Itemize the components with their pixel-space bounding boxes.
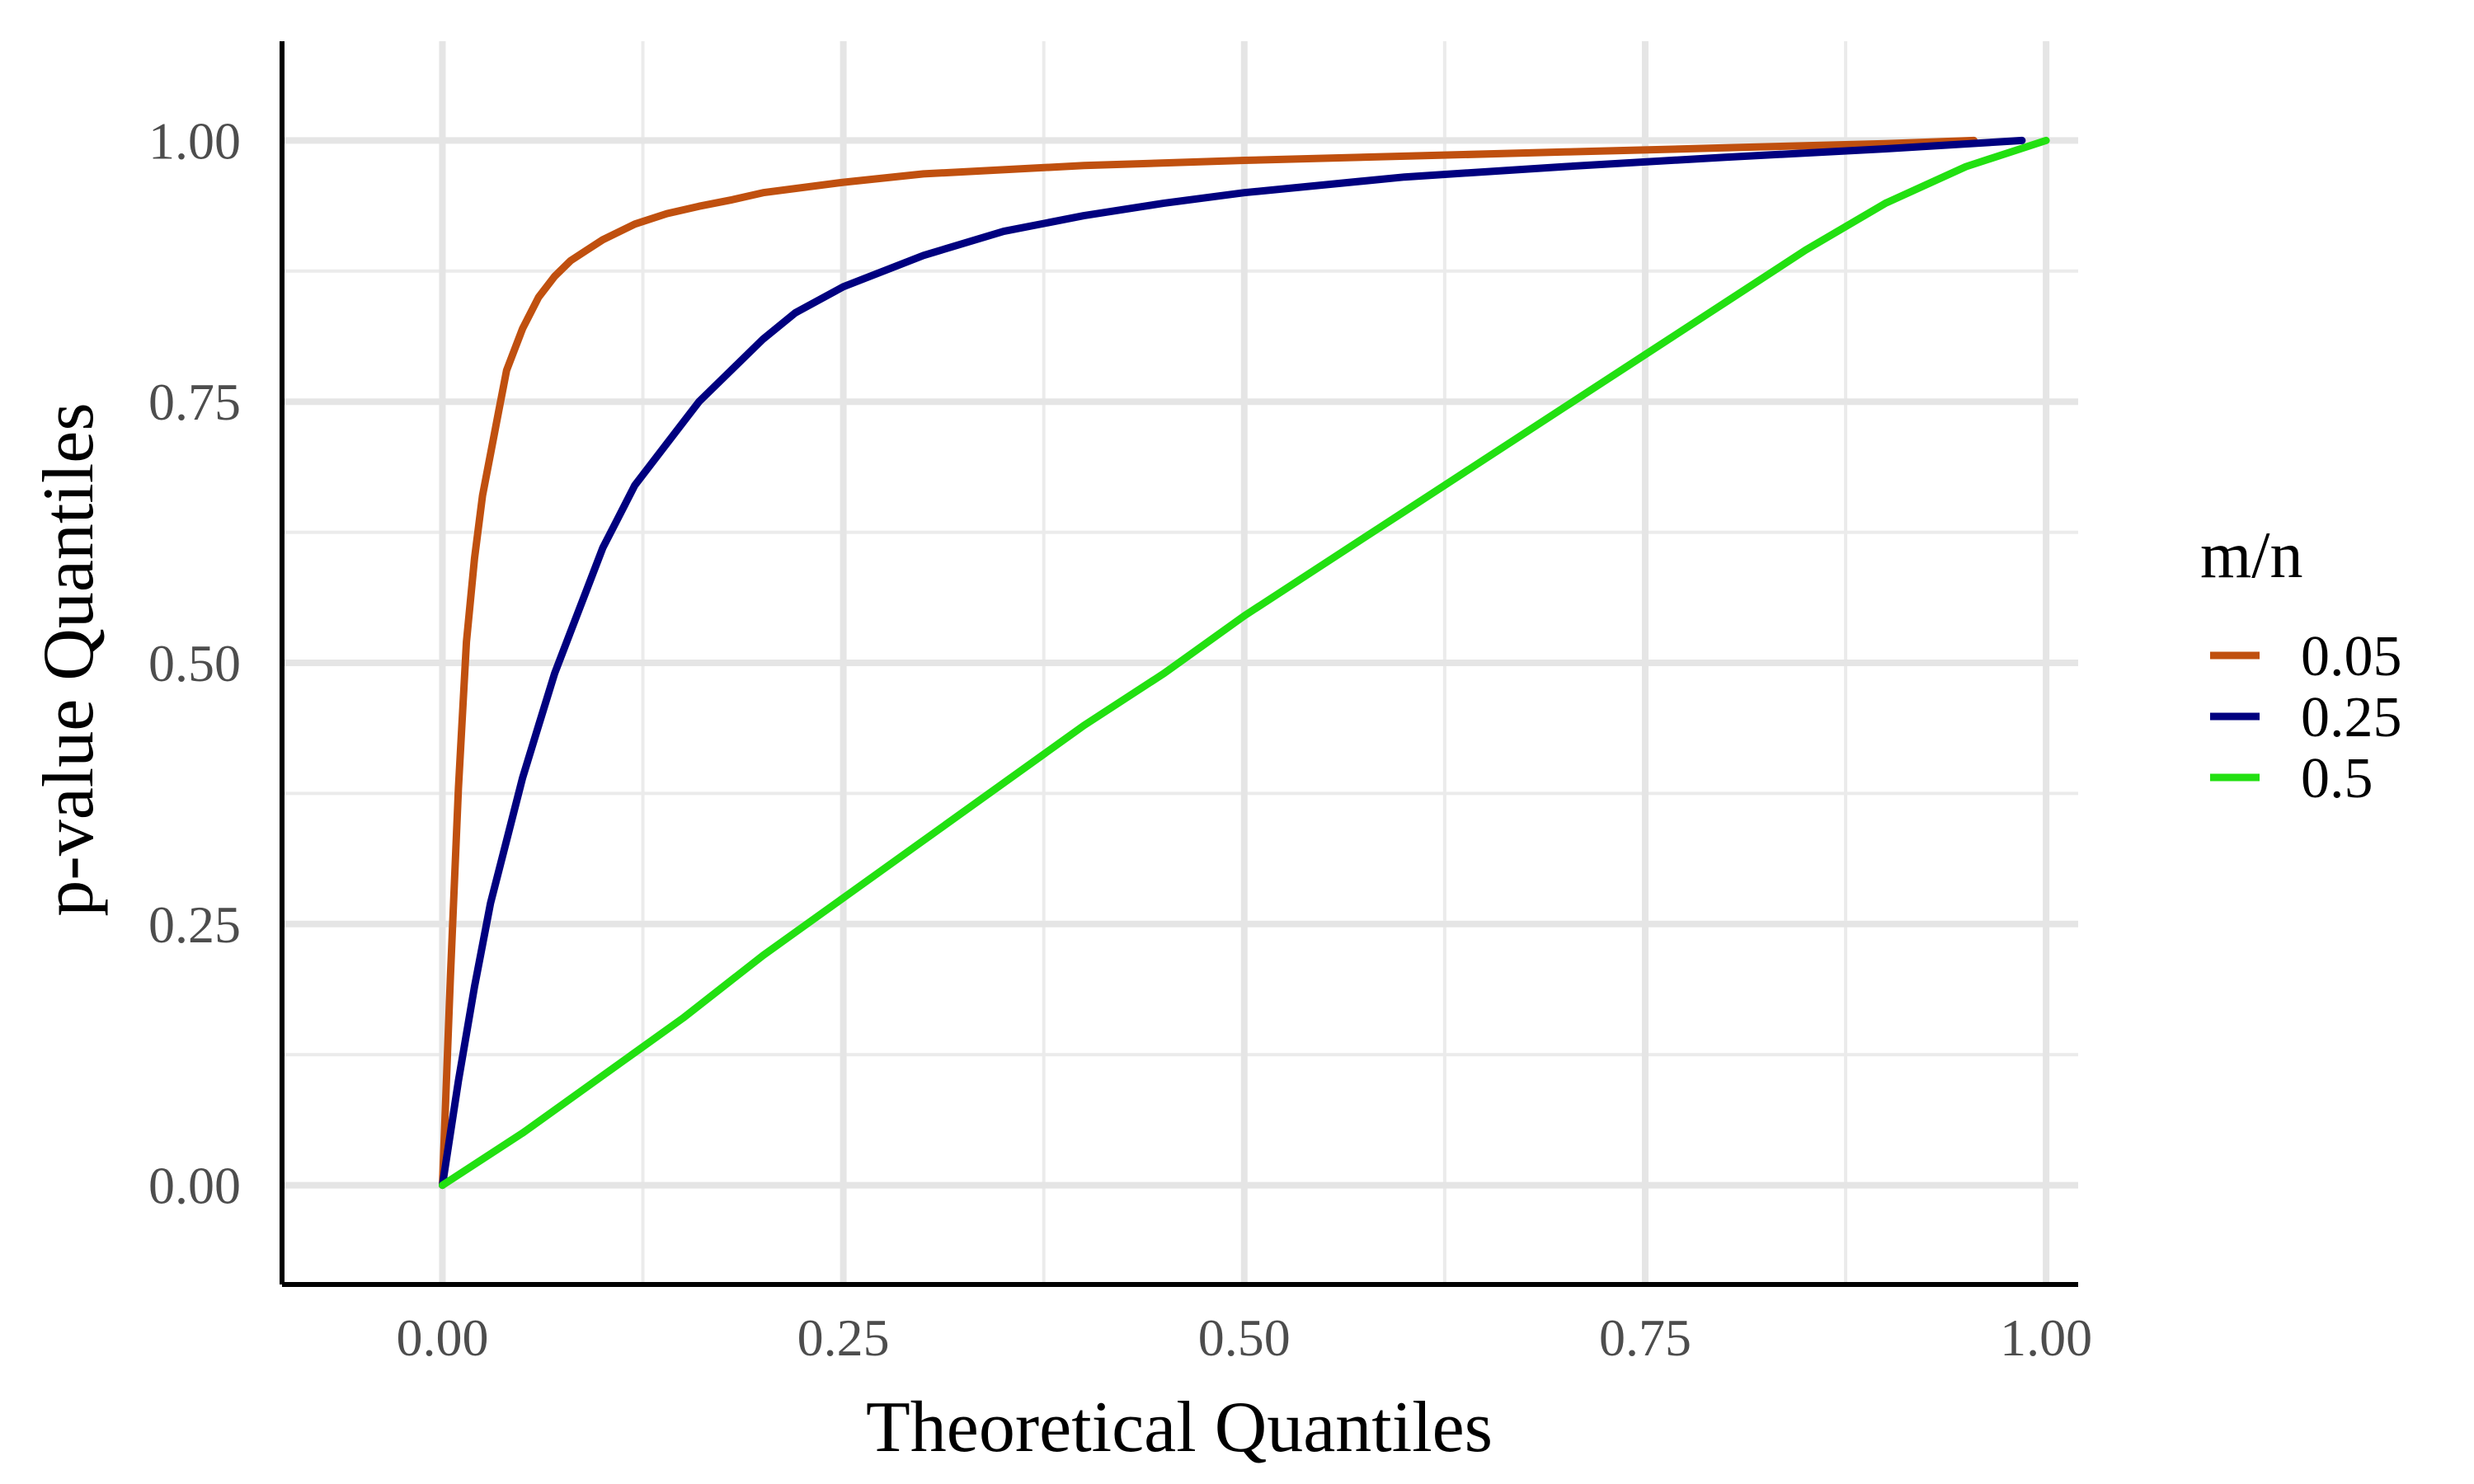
series-lines: [439, 136, 2050, 1190]
y-tick-label: 0.50: [148, 634, 241, 693]
x-tick-label: 0.75: [1599, 1308, 1691, 1367]
y-tick-label: 0.75: [148, 373, 241, 431]
series-line-0.5: [439, 136, 2050, 1190]
x-tick-label: 1.00: [2000, 1308, 2092, 1367]
legend-label-0.05: 0.05: [2301, 625, 2402, 688]
y-tick-label: 0.00: [148, 1157, 241, 1215]
x-axis-title: Theoretical Quantiles: [866, 1388, 1493, 1468]
x-tick-label: 0.00: [396, 1308, 488, 1367]
y-tick-label: 0.25: [148, 895, 241, 954]
legend-items: 0.050.250.5: [2210, 625, 2402, 810]
legend-label-0.25: 0.25: [2301, 686, 2402, 749]
series-line-0.05: [439, 136, 1978, 1190]
x-tick-labels: 0.00 0.25 0.50 0.75 1.00: [396, 1308, 2092, 1367]
x-tick-label: 0.25: [797, 1308, 890, 1367]
y-tick-labels: 0.00 0.25 0.50 0.75 1.00: [148, 111, 241, 1214]
grid: [282, 41, 2078, 1284]
legend-title: m/n: [2200, 519, 2302, 592]
legend-label-0.5: 0.5: [2301, 747, 2373, 810]
y-tick-label: 1.00: [148, 111, 241, 170]
y-axis-title: p-value Quantiles: [29, 402, 109, 916]
series-line-0.25: [439, 136, 2026, 1190]
legend: m/n 0.050.250.5: [2200, 519, 2402, 810]
x-tick-label: 0.50: [1198, 1308, 1291, 1367]
